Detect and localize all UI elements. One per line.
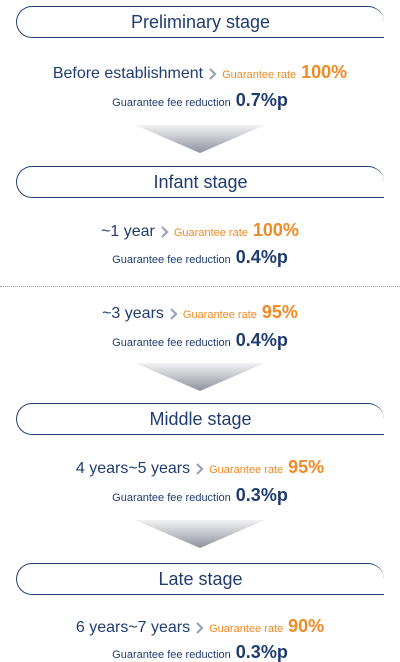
fee-label: Guarantee fee reduction [112,492,231,504]
chevron-icon [168,307,180,320]
rate-row: ~3 years Guarantee rate 95% [0,302,400,323]
fee-row: Guarantee fee reduction 0.3%p [0,642,400,662]
period: 6 years~7 years [75,619,191,636]
down-arrow [135,520,265,548]
rate-value: 100% [301,62,348,82]
down-arrow [135,363,265,391]
rate-row: ~1 year Guarantee rate 100% [0,220,400,241]
fee-row: Guarantee fee reduction 0.4%p [0,247,400,268]
rate-row: 6 years~7 years Guarantee rate 90% [0,616,400,637]
fee-row: Guarantee fee reduction 0.4%p [0,330,400,351]
fee-value: 0.3%p [235,485,288,505]
divider [0,286,400,287]
rate-value: 95% [261,302,298,322]
fee-label: Guarantee fee reduction [112,97,231,109]
fee-row: Guarantee fee reduction 0.7%p [0,90,400,111]
rate-value: 95% [288,457,325,477]
fee-row: Guarantee fee reduction 0.3%p [0,485,400,506]
rate-value: 90% [288,616,325,636]
down-arrow [135,125,265,153]
rate-label: Guarantee rate [173,227,248,239]
fee-label: Guarantee fee reduction [112,254,231,266]
rate-label: Guarantee rate [209,464,284,476]
chevron-icon [159,225,171,238]
chevron-icon [194,621,206,634]
chevron-icon [207,67,219,80]
fee-value: 0.4%p [235,330,288,350]
stage-header: Infant stage [16,166,384,198]
fee-value: 0.7%p [235,90,288,110]
stage-header: Middle stage [16,403,384,435]
period: ~3 years [102,305,164,322]
fee-label: Guarantee fee reduction [112,649,231,661]
fee-value: 0.3%p [235,642,288,662]
stage-header: Late stage [16,563,384,595]
rate-label: Guarantee rate [209,623,284,635]
rate-label: Guarantee rate [182,309,257,321]
rate-row: 4 years~5 years Guarantee rate 95% [0,457,400,478]
rate-label: Guarantee rate [222,69,297,81]
rate-value: 100% [252,220,299,240]
period: ~1 year [101,223,155,240]
fee-label: Guarantee fee reduction [112,337,231,349]
rate-row: Before establishment Guarantee rate 100% [0,62,400,83]
fee-value: 0.4%p [235,247,288,267]
period: Before establishment [52,65,204,82]
period: 4 years~5 years [75,460,191,477]
chevron-icon [194,462,206,475]
stage-header: Preliminary stage [16,6,384,38]
